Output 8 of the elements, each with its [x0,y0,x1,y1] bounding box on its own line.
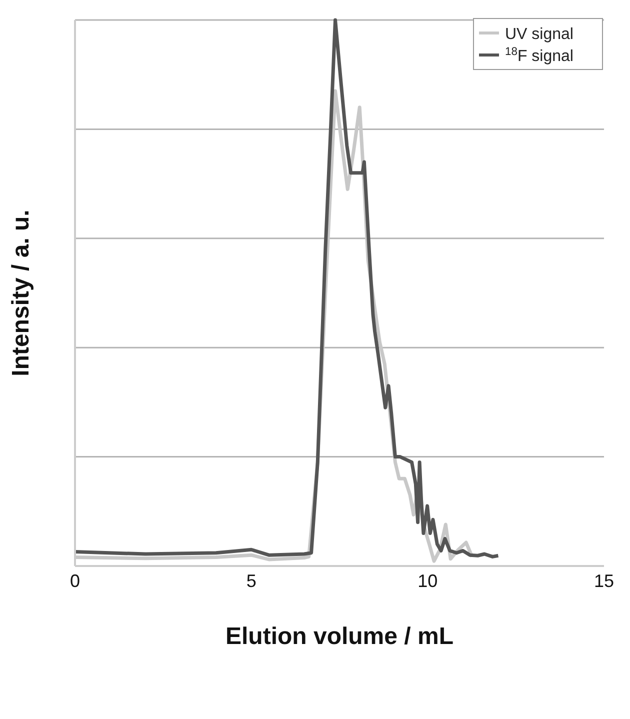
x-tick-label: 15 [594,570,614,591]
x-tick-label: 10 [418,570,438,591]
x-tick-label: 0 [70,570,80,591]
legend-label: UV signal [505,26,574,43]
x-tick-label: 5 [246,570,256,591]
x-axis-title: Elution volume / mL [225,623,454,650]
legend-label: $^{18}$F signal [505,46,574,65]
y-axis-title: Intensity / a. u. [8,210,35,376]
